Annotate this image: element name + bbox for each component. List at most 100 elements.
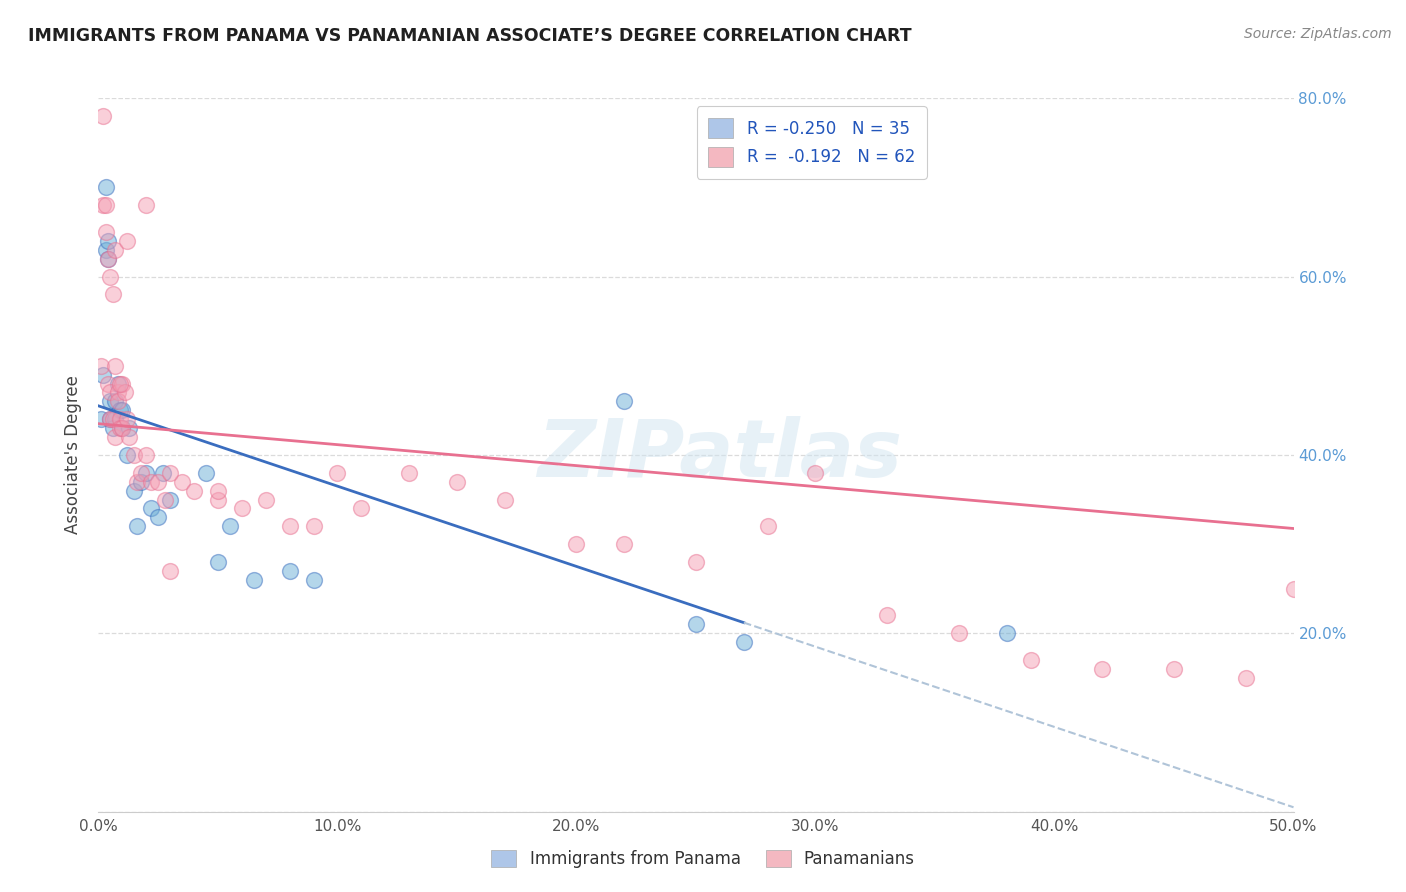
Point [278,519,301,533]
Point [131,475,153,489]
Point [107,385,129,400]
Point [159,492,181,507]
Point [107,394,129,409]
Point [350,501,373,516]
Legend: Immigrants from Panama, Panamanians: Immigrants from Panama, Panamanians [485,843,921,875]
Point [243,573,266,587]
Point [108,403,131,417]
Point [148,510,170,524]
Point [98,412,122,426]
Point [98,385,122,400]
Point [733,635,755,649]
Point [152,466,174,480]
Point [148,475,170,489]
Point [231,501,253,516]
Point [98,394,122,409]
Point [94,198,117,212]
Point [111,421,134,435]
Text: IMMIGRANTS FROM PANAMA VS PANAMANIAN ASSOCIATE’S DEGREE CORRELATION CHART: IMMIGRANTS FROM PANAMA VS PANAMANIAN ASS… [28,27,911,45]
Point [115,412,138,426]
Point [1234,671,1257,685]
Point [98,269,122,284]
Point [135,198,157,212]
Point [118,421,141,435]
Point [995,626,1018,640]
Point [104,412,127,426]
Point [876,608,898,623]
Point [101,287,124,301]
Point [207,483,229,498]
Point [101,421,124,435]
Point [183,483,205,498]
Point [125,475,148,489]
Legend: R = -0.250   N = 35, R =  -0.192   N = 62: R = -0.250 N = 35, R = -0.192 N = 62 [696,106,927,178]
Point [91,198,114,212]
Point [91,109,114,123]
Point [756,519,779,533]
Point [1163,662,1185,676]
Point [172,475,194,489]
Point [124,448,146,462]
Point [108,412,131,426]
Point [108,421,131,435]
Point [254,492,277,507]
Point [685,617,707,632]
Point [1282,582,1305,596]
Point [135,466,157,480]
Point [104,430,127,444]
Point [219,519,242,533]
Point [948,626,970,640]
Point [139,475,162,489]
Point [97,252,120,266]
Point [90,359,112,373]
Point [115,234,138,248]
Point [107,376,129,391]
Point [302,519,325,533]
Point [685,555,707,569]
Point [91,368,114,382]
Text: ZIPatlas: ZIPatlas [537,416,903,494]
Y-axis label: Associate's Degree: Associate's Degree [65,376,83,534]
Point [159,564,181,578]
Point [118,430,141,444]
Point [446,475,468,489]
Point [115,448,138,462]
Point [111,421,134,435]
Point [194,466,218,480]
Point [104,243,127,257]
Text: Source: ZipAtlas.com: Source: ZipAtlas.com [1244,27,1392,41]
Point [494,492,516,507]
Point [94,243,117,257]
Point [139,501,162,516]
Point [159,466,181,480]
Point [90,412,112,426]
Point [98,412,122,426]
Point [278,564,301,578]
Point [101,412,124,426]
Point [97,234,120,248]
Point [565,537,588,551]
Point [104,359,127,373]
Point [804,466,827,480]
Point [207,492,229,507]
Point [398,466,420,480]
Point [94,225,117,239]
Point [326,466,349,480]
Point [131,466,153,480]
Point [111,403,134,417]
Point [124,483,146,498]
Point [97,252,120,266]
Point [97,376,120,391]
Point [613,394,636,409]
Point [302,573,325,587]
Point [104,394,127,409]
Point [135,448,157,462]
Point [114,385,136,400]
Point [613,537,636,551]
Point [108,376,131,391]
Point [111,376,134,391]
Point [207,555,229,569]
Point [155,492,177,507]
Point [125,519,148,533]
Point [94,180,117,194]
